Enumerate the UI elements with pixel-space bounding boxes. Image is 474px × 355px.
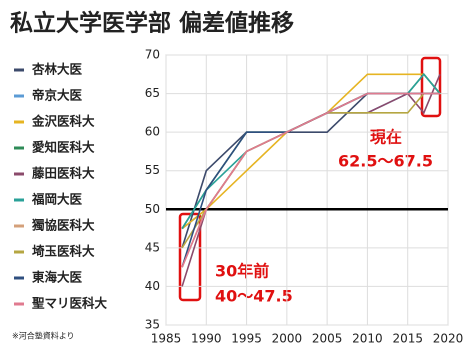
y-tick-label: 35 xyxy=(145,318,160,332)
legend-label: 帝京大医 xyxy=(32,88,83,103)
x-tick-label: 1995 xyxy=(231,332,262,346)
y-tick-label: 40 xyxy=(145,279,160,293)
annotation: 40〜47.5 xyxy=(215,287,293,306)
annotation: 30年前 xyxy=(215,262,269,281)
legend-label: 愛知医科大 xyxy=(32,140,95,155)
series-line xyxy=(181,73,441,287)
legend-label: 埼玉医科大 xyxy=(32,244,95,259)
y-tick-label: 50 xyxy=(145,202,160,216)
x-tick-label: 2005 xyxy=(312,332,343,346)
highlight-box xyxy=(420,56,442,118)
y-tick-label: 55 xyxy=(145,163,160,177)
legend-label: 藤田医科大 xyxy=(31,166,95,181)
series-line xyxy=(181,92,440,268)
y-tick-label: 45 xyxy=(145,240,160,254)
x-tick-label: 1990 xyxy=(191,332,222,346)
series-line xyxy=(181,92,440,268)
x-tick-label: 2020 xyxy=(433,332,464,346)
legend-label: 杏林大医 xyxy=(31,62,83,77)
series-line xyxy=(181,92,440,268)
x-tick-label: 2000 xyxy=(272,332,303,346)
annotation: 62.5〜67.5 xyxy=(338,152,433,171)
legend-label: 獨協医科大 xyxy=(31,218,95,233)
annotation: 現在 xyxy=(370,128,402,147)
y-tick-label: 70 xyxy=(145,48,160,62)
x-tick-label: 2015 xyxy=(392,332,423,346)
legend-label: 金沢医科大 xyxy=(31,114,95,129)
legend-label: 東海大医 xyxy=(32,270,83,285)
footnote: ※河合塾資料より xyxy=(12,331,75,341)
x-tick-label: 1985 xyxy=(151,332,182,346)
legend-label: 聖マリ医科大 xyxy=(32,296,108,311)
plot-area xyxy=(165,54,449,326)
y-tick-label: 65 xyxy=(145,86,160,100)
x-tick-label: 2010 xyxy=(352,332,383,346)
legend-label: 福岡大医 xyxy=(31,192,83,207)
chart-title: 私立大学医学部 偏差値推移 xyxy=(10,10,294,37)
y-tick-label: 60 xyxy=(145,125,160,139)
highlight-box xyxy=(178,212,202,302)
